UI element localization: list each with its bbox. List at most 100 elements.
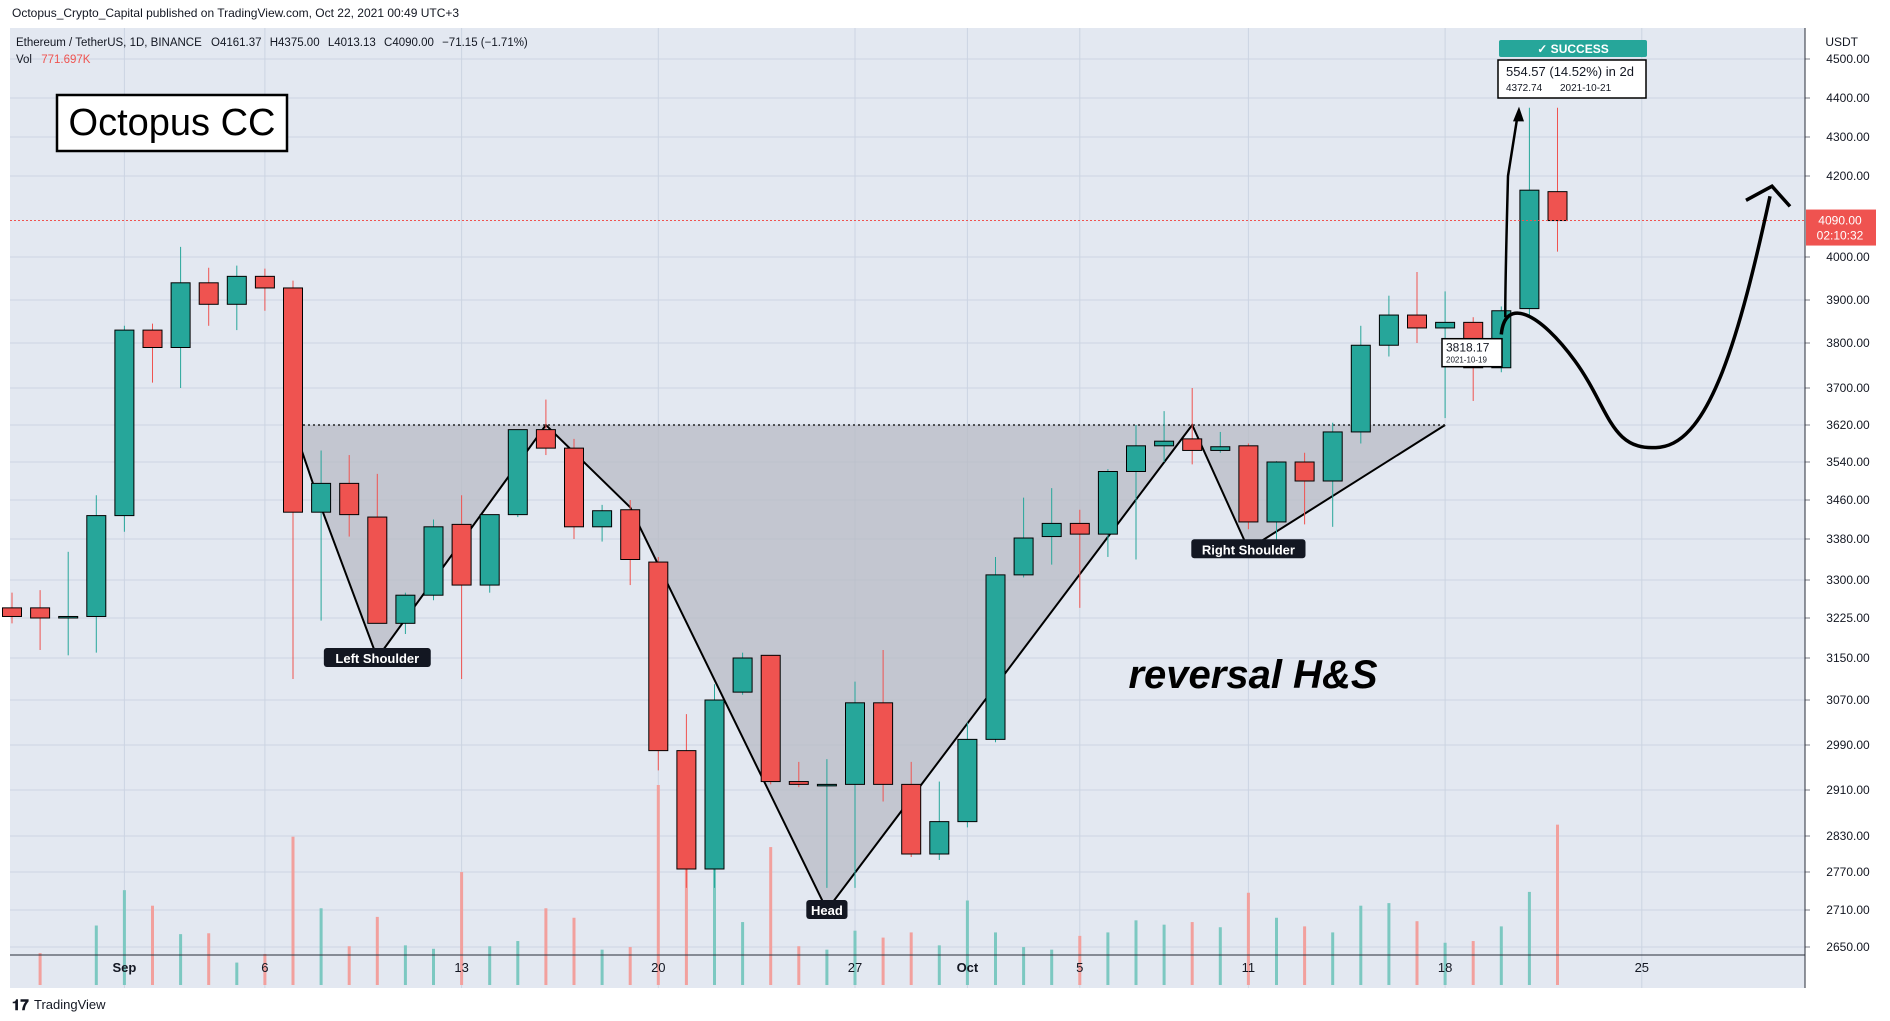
pattern-label-bg <box>806 900 848 919</box>
entry-price: 3818.17 <box>1446 341 1490 355</box>
candle <box>1350 325 1371 444</box>
candle <box>592 504 613 542</box>
candle <box>1013 497 1034 578</box>
candle <box>873 650 894 802</box>
entry-date: 2021-10-19 <box>1446 356 1487 365</box>
success-badge <box>1499 40 1647 57</box>
candle <box>957 722 978 828</box>
y-tick-label: 3380.00 <box>1826 532 1870 546</box>
volume-bar <box>1022 947 1026 985</box>
volume-bar <box>1050 949 1054 985</box>
time-axis[interactable]: Sep 6 13 20 27 Oct 5 11 18 25 <box>10 954 1805 975</box>
candle-body <box>339 482 360 516</box>
candle-body <box>1210 446 1231 451</box>
x-tick-label: 18 <box>1438 960 1452 975</box>
logo-box <box>55 93 289 153</box>
y-tick-label: 3700.00 <box>1826 381 1870 395</box>
volume-bar <box>1556 824 1559 985</box>
volume-bar <box>1387 903 1391 985</box>
candle <box>226 265 247 331</box>
candle <box>1126 425 1146 560</box>
candle-body <box>704 699 725 870</box>
x-tick-label: Oct <box>957 960 979 975</box>
success-box <box>1497 59 1647 99</box>
candle-body <box>58 615 79 619</box>
candle-body <box>1013 537 1034 576</box>
candle <box>1294 452 1315 525</box>
y-tick-label: 3900.00 <box>1826 293 1870 307</box>
candle-body <box>30 607 51 619</box>
x-tick-label: 6 <box>261 960 268 975</box>
success-badge-text: ✓ SUCCESS <box>1537 42 1608 56</box>
countdown-label: 02:10:32 <box>1817 229 1864 243</box>
pattern-label: Left Shoulder <box>335 651 419 666</box>
volume-bar <box>347 946 351 985</box>
volume-bar <box>1499 926 1503 985</box>
candle-body <box>648 561 669 752</box>
candle <box>367 473 388 624</box>
footer-brand: TradingView <box>34 997 106 1012</box>
candle-body <box>479 514 500 586</box>
y-tick-label: 4000.00 <box>1826 250 1870 264</box>
volume-bar <box>965 900 969 985</box>
volume-bar <box>1134 920 1138 985</box>
success-price: 4372.74 <box>1506 83 1543 94</box>
volume-bar <box>741 922 745 985</box>
candle <box>395 592 416 634</box>
legend-l-label: L <box>328 37 335 49</box>
y-tick-label: 2910.00 <box>1826 783 1870 797</box>
candle-body <box>1350 344 1371 433</box>
candle-body <box>142 329 163 349</box>
candle <box>86 495 107 653</box>
candle <box>1182 388 1203 465</box>
legend-vol-value: 771.697K <box>41 54 91 66</box>
candle-body <box>86 515 107 617</box>
x-tick-label: 5 <box>1076 960 1083 975</box>
y-tick-label: 2990.00 <box>1826 738 1870 752</box>
candle <box>620 500 641 586</box>
candle <box>2 592 22 624</box>
success-date: 2021-10-21 <box>1560 83 1612 94</box>
y-tick-label: 4300.00 <box>1826 130 1870 144</box>
volume-bar <box>432 948 435 985</box>
volume-bar <box>825 949 829 985</box>
candle-body <box>198 282 219 305</box>
candle <box>845 681 865 888</box>
legend-h-label: H <box>270 37 278 49</box>
candle-body <box>957 738 978 823</box>
entry-box <box>1441 337 1503 368</box>
volume-bar <box>797 946 801 985</box>
y-tick-label: 3620.00 <box>1826 418 1870 432</box>
y-tick-label: 4500.00 <box>1826 52 1870 66</box>
candle <box>704 684 725 888</box>
volume-bar <box>179 934 183 985</box>
candle <box>732 652 753 695</box>
candle-body <box>1238 445 1259 523</box>
candle-body <box>2 607 22 617</box>
publisher-line: Octopus_Crypto_Capital published on Trad… <box>12 6 459 20</box>
candle <box>1041 488 1062 565</box>
current-price-badge <box>1806 209 1876 246</box>
legend-h-value: 4375.00 <box>278 37 320 49</box>
candle-layer <box>2 107 1568 888</box>
pattern-label-bg <box>323 648 431 667</box>
x-tick-label: 13 <box>454 960 468 975</box>
candle-body <box>873 702 894 785</box>
volume-bar <box>375 916 379 985</box>
price-axis[interactable]: 4500.00 4400.00 4300.00 4200.00 4000.00 3900.… <box>1804 28 1870 988</box>
volume-bar <box>1303 926 1307 985</box>
candle <box>198 267 219 326</box>
volume-bar <box>881 937 885 985</box>
legend-c-label: C <box>384 37 392 49</box>
forecast-arrow-head <box>1745 184 1792 208</box>
x-tick-label: Sep <box>112 960 136 975</box>
legend-o-label: O <box>211 37 220 49</box>
candle-body <box>535 429 556 449</box>
candle-body <box>114 329 135 517</box>
volume-bar <box>291 836 295 985</box>
pattern-fill <box>293 425 1446 910</box>
volume-bar <box>937 945 941 985</box>
pattern-label: Head <box>811 903 843 918</box>
candle-body <box>395 594 416 624</box>
